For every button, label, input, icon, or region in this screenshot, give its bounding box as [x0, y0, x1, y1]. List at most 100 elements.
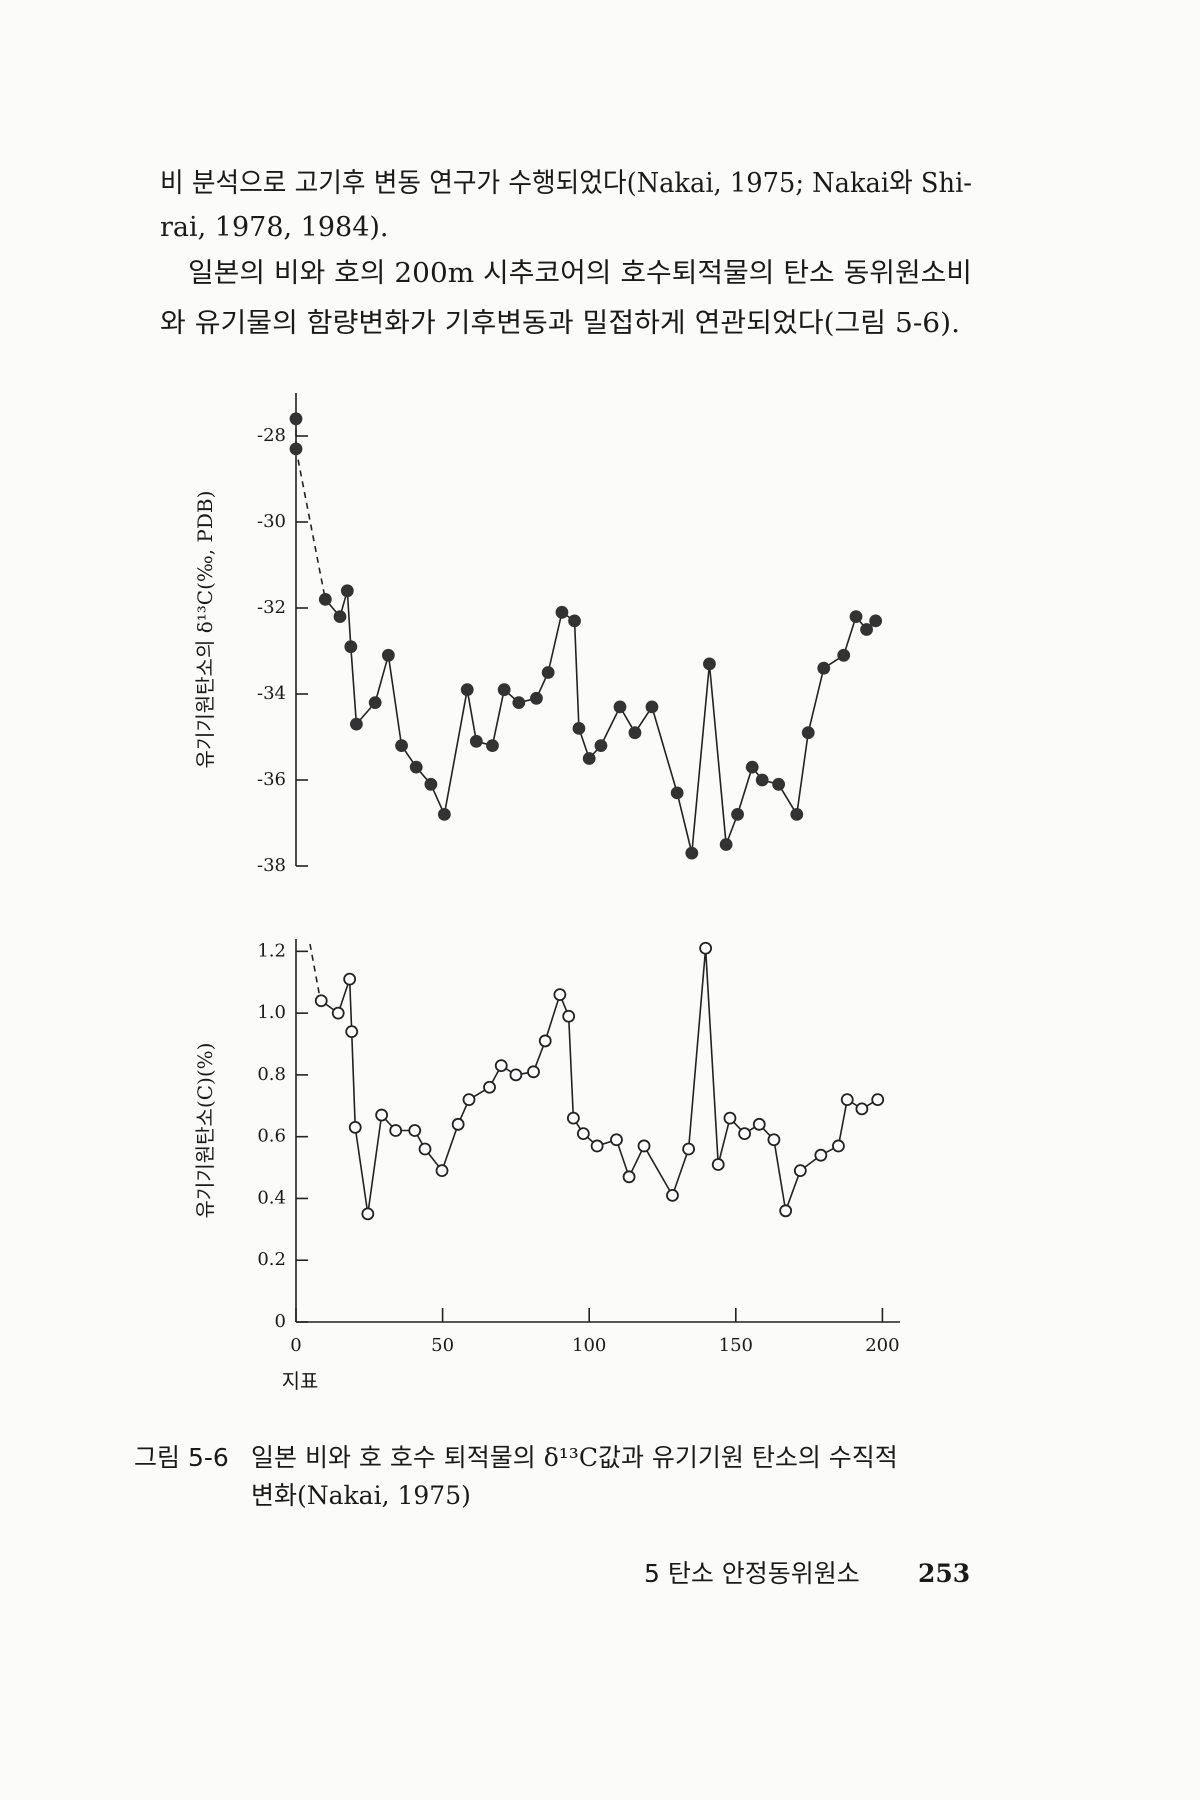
x-tick-label: 0 [290, 1335, 301, 1356]
lead-in-dash [309, 943, 321, 999]
line-segment [704, 948, 720, 1165]
line-segment [354, 1127, 369, 1215]
line-segment [615, 1139, 630, 1178]
line-segment [573, 620, 580, 729]
y-tick-label: -36 [257, 769, 286, 790]
data-point [348, 1121, 362, 1134]
data-point [855, 1102, 869, 1116]
data-point [289, 412, 303, 426]
text-line: 비 분석으로 고기후 변동 연구가 수행되었다(Nakai, 1975; Nak… [160, 168, 972, 199]
data-point [340, 584, 354, 598]
line-segment [348, 979, 353, 1032]
line-segment [441, 1124, 459, 1171]
data-point [645, 700, 659, 714]
data-point [590, 1139, 604, 1153]
line-segment [491, 689, 505, 746]
data-point [840, 1093, 854, 1107]
data-point [628, 726, 642, 740]
text-line: rai, 1978, 1984). [160, 212, 389, 243]
line-segment [374, 655, 390, 703]
data-point [381, 648, 395, 662]
data-point [610, 1133, 623, 1147]
data-point [333, 610, 347, 623]
data-point [530, 691, 543, 705]
data-point [541, 666, 555, 679]
y-tick-label: 0.4 [257, 1187, 286, 1208]
line-segment [651, 706, 678, 794]
line-segment [708, 663, 727, 845]
data-point [509, 1068, 523, 1082]
line-segment [807, 668, 825, 733]
data-point [462, 1093, 476, 1107]
data-point [703, 657, 716, 671]
data-point [572, 722, 586, 735]
data-point [460, 683, 474, 697]
data-point [418, 1142, 432, 1156]
caption-label: 그림 5-6 [134, 1443, 229, 1472]
line-segment [676, 792, 693, 854]
data-point [375, 1108, 389, 1122]
line-segment [367, 1114, 383, 1215]
y-tick-label: 1.0 [257, 1002, 286, 1023]
data-point [566, 1111, 580, 1125]
data-point [538, 1034, 552, 1048]
line-segment [795, 732, 810, 815]
y-tick-label: -32 [257, 597, 286, 618]
y-tick-label: -28 [257, 425, 286, 446]
data-point [849, 610, 863, 623]
data-point [637, 1139, 651, 1153]
data-point [527, 1065, 540, 1079]
y-tick-label: 0.2 [257, 1249, 286, 1270]
data-point [871, 1093, 885, 1107]
data-point [582, 752, 596, 765]
data-point [289, 442, 303, 456]
line-segment [544, 994, 561, 1042]
caption-text: 일본 비와 호 호수 퇴적물의 δ¹³C값과 유기기원 탄소의 수직적 [251, 1443, 898, 1472]
x-tick-label: 100 [572, 1335, 606, 1356]
data-point [343, 972, 357, 986]
data-point [555, 605, 569, 619]
y-tick-label: -34 [257, 683, 286, 704]
data-point [349, 717, 363, 731]
data-point [331, 1006, 345, 1020]
data-point [344, 640, 358, 654]
line-segment [387, 655, 403, 746]
y-tick-label: 0.6 [257, 1126, 286, 1147]
data-point [345, 1025, 359, 1039]
data-point [801, 726, 815, 740]
data-point [469, 734, 483, 748]
x-tick-label: 150 [719, 1335, 753, 1356]
data-point [576, 1127, 590, 1140]
data-point [424, 777, 438, 791]
line-segment [837, 1099, 849, 1147]
data-point [685, 846, 699, 860]
line-segment [842, 616, 857, 656]
data-point [699, 941, 713, 955]
data-point [368, 696, 382, 709]
data-point [772, 777, 786, 791]
page-number: 253 [918, 1559, 970, 1588]
data-point [832, 1139, 845, 1153]
data-point [817, 661, 831, 675]
y-axis-label: 유기기원탄소(C)(%) [193, 1043, 217, 1219]
data-point [483, 1080, 496, 1094]
line-segment [736, 766, 753, 815]
data-point [437, 808, 451, 821]
data-point [779, 1204, 793, 1218]
data-point [553, 988, 567, 1001]
line-segment [466, 689, 478, 742]
data-point [494, 1059, 508, 1073]
line-segment [350, 1031, 357, 1128]
data-point [731, 808, 744, 821]
data-point [451, 1117, 465, 1131]
data-point [361, 1207, 375, 1221]
data-point [408, 1124, 422, 1137]
data-point [594, 739, 608, 752]
text-line: 와 유기물의 함량변화가 기후변동과 밀접하게 연관되었다(그림 5-6). [160, 308, 960, 339]
data-point [745, 760, 759, 774]
caption-text: 변화(Nakai, 1975) [251, 1481, 471, 1510]
data-point [486, 739, 499, 752]
data-point [435, 1164, 449, 1178]
line-segment [346, 590, 352, 647]
